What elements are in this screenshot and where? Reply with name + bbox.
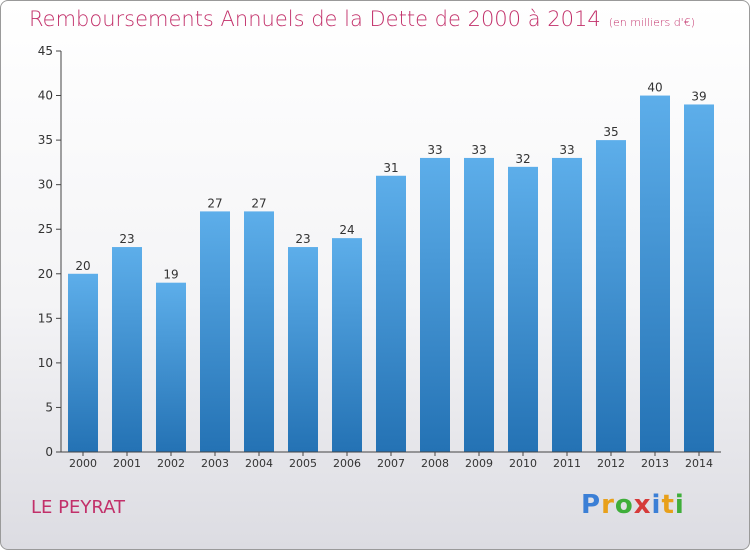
bar-2000 [68, 273, 98, 452]
y-tick-label-35: 35 [38, 133, 53, 147]
x-tick-label-2001: 2001 [113, 457, 141, 470]
y-tick-label-5: 5 [45, 400, 53, 414]
y-tick-label-10: 10 [38, 356, 53, 370]
y-tick-label-30: 30 [38, 178, 53, 192]
bar-2012 [596, 140, 626, 452]
value-label-2009: 33 [471, 143, 486, 157]
bar-2010 [508, 166, 538, 452]
bar-2007 [376, 175, 406, 452]
value-label-2002: 19 [163, 268, 178, 282]
x-tick-label-2002: 2002 [157, 457, 185, 470]
axes-group [56, 50, 721, 456]
x-tick-label-2013: 2013 [641, 457, 669, 470]
chart-title: Remboursements Annuels de la Dette de 20… [29, 7, 695, 31]
bar-2002 [156, 282, 186, 452]
value-label-2007: 31 [383, 161, 398, 175]
x-tick-label-2005: 2005 [289, 457, 317, 470]
x-tick-label-2011: 2011 [553, 457, 581, 470]
value-label-2001: 23 [119, 232, 134, 246]
value-label-2012: 35 [603, 125, 618, 139]
y-tick-label-45: 45 [38, 44, 53, 58]
bar-2004 [244, 211, 274, 452]
bar-2011 [552, 157, 582, 452]
y-tick-label-40: 40 [38, 89, 53, 103]
logo-letter: i [674, 490, 685, 520]
y-tick-label-0: 0 [45, 445, 53, 459]
x-tick-label-2008: 2008 [421, 457, 449, 470]
value-label-2006: 24 [339, 223, 354, 237]
value-label-2005: 23 [295, 232, 310, 246]
x-tick-label-2007: 2007 [377, 457, 405, 470]
logo-letter: i [651, 490, 662, 520]
x-tick-label-2003: 2003 [201, 457, 229, 470]
x-tick-label-2010: 2010 [509, 457, 537, 470]
bar-2013 [640, 95, 670, 453]
proxiti-logo: Proxiti [581, 490, 685, 520]
y-tick-label-15: 15 [38, 311, 53, 325]
logo-letter: r [601, 490, 615, 520]
chart-title-unit: (en milliers d'€) [608, 16, 695, 29]
x-tick-label-2004: 2004 [245, 457, 273, 470]
bar-2014 [684, 104, 714, 452]
chart-title-text: Remboursements Annuels de la Dette de 20… [29, 7, 601, 31]
x-tick-label-2009: 2009 [465, 457, 493, 470]
y-tick-label-25: 25 [38, 222, 53, 236]
value-label-2013: 40 [647, 81, 662, 95]
value-label-2000: 20 [75, 259, 90, 273]
value-label-2003: 27 [207, 196, 222, 210]
logo-letter: o [614, 490, 634, 520]
x-tick-label-2006: 2006 [333, 457, 361, 470]
commune-name: LE PEYRAT [31, 497, 126, 518]
bar-2006 [332, 238, 362, 452]
logo-letter: P [581, 490, 602, 520]
logo-letter: t [661, 490, 675, 520]
bars-group [68, 95, 714, 453]
y-tick-label-20: 20 [38, 267, 53, 281]
bar-2005 [288, 247, 318, 452]
bar-2003 [200, 211, 230, 452]
labels-group: 2020002320011920022720032720042320052420… [38, 44, 713, 470]
bar-2009 [464, 157, 494, 452]
value-label-2010: 32 [515, 152, 530, 166]
value-label-2014: 39 [691, 89, 706, 103]
x-tick-label-2014: 2014 [685, 457, 713, 470]
value-label-2004: 27 [251, 196, 266, 210]
bar-2001 [112, 247, 142, 452]
bar-2008 [420, 157, 450, 452]
value-label-2011: 33 [559, 143, 574, 157]
value-label-2008: 33 [427, 143, 442, 157]
logo-letter: x [633, 490, 652, 520]
x-tick-label-2000: 2000 [69, 457, 97, 470]
x-tick-label-2012: 2012 [597, 457, 625, 470]
